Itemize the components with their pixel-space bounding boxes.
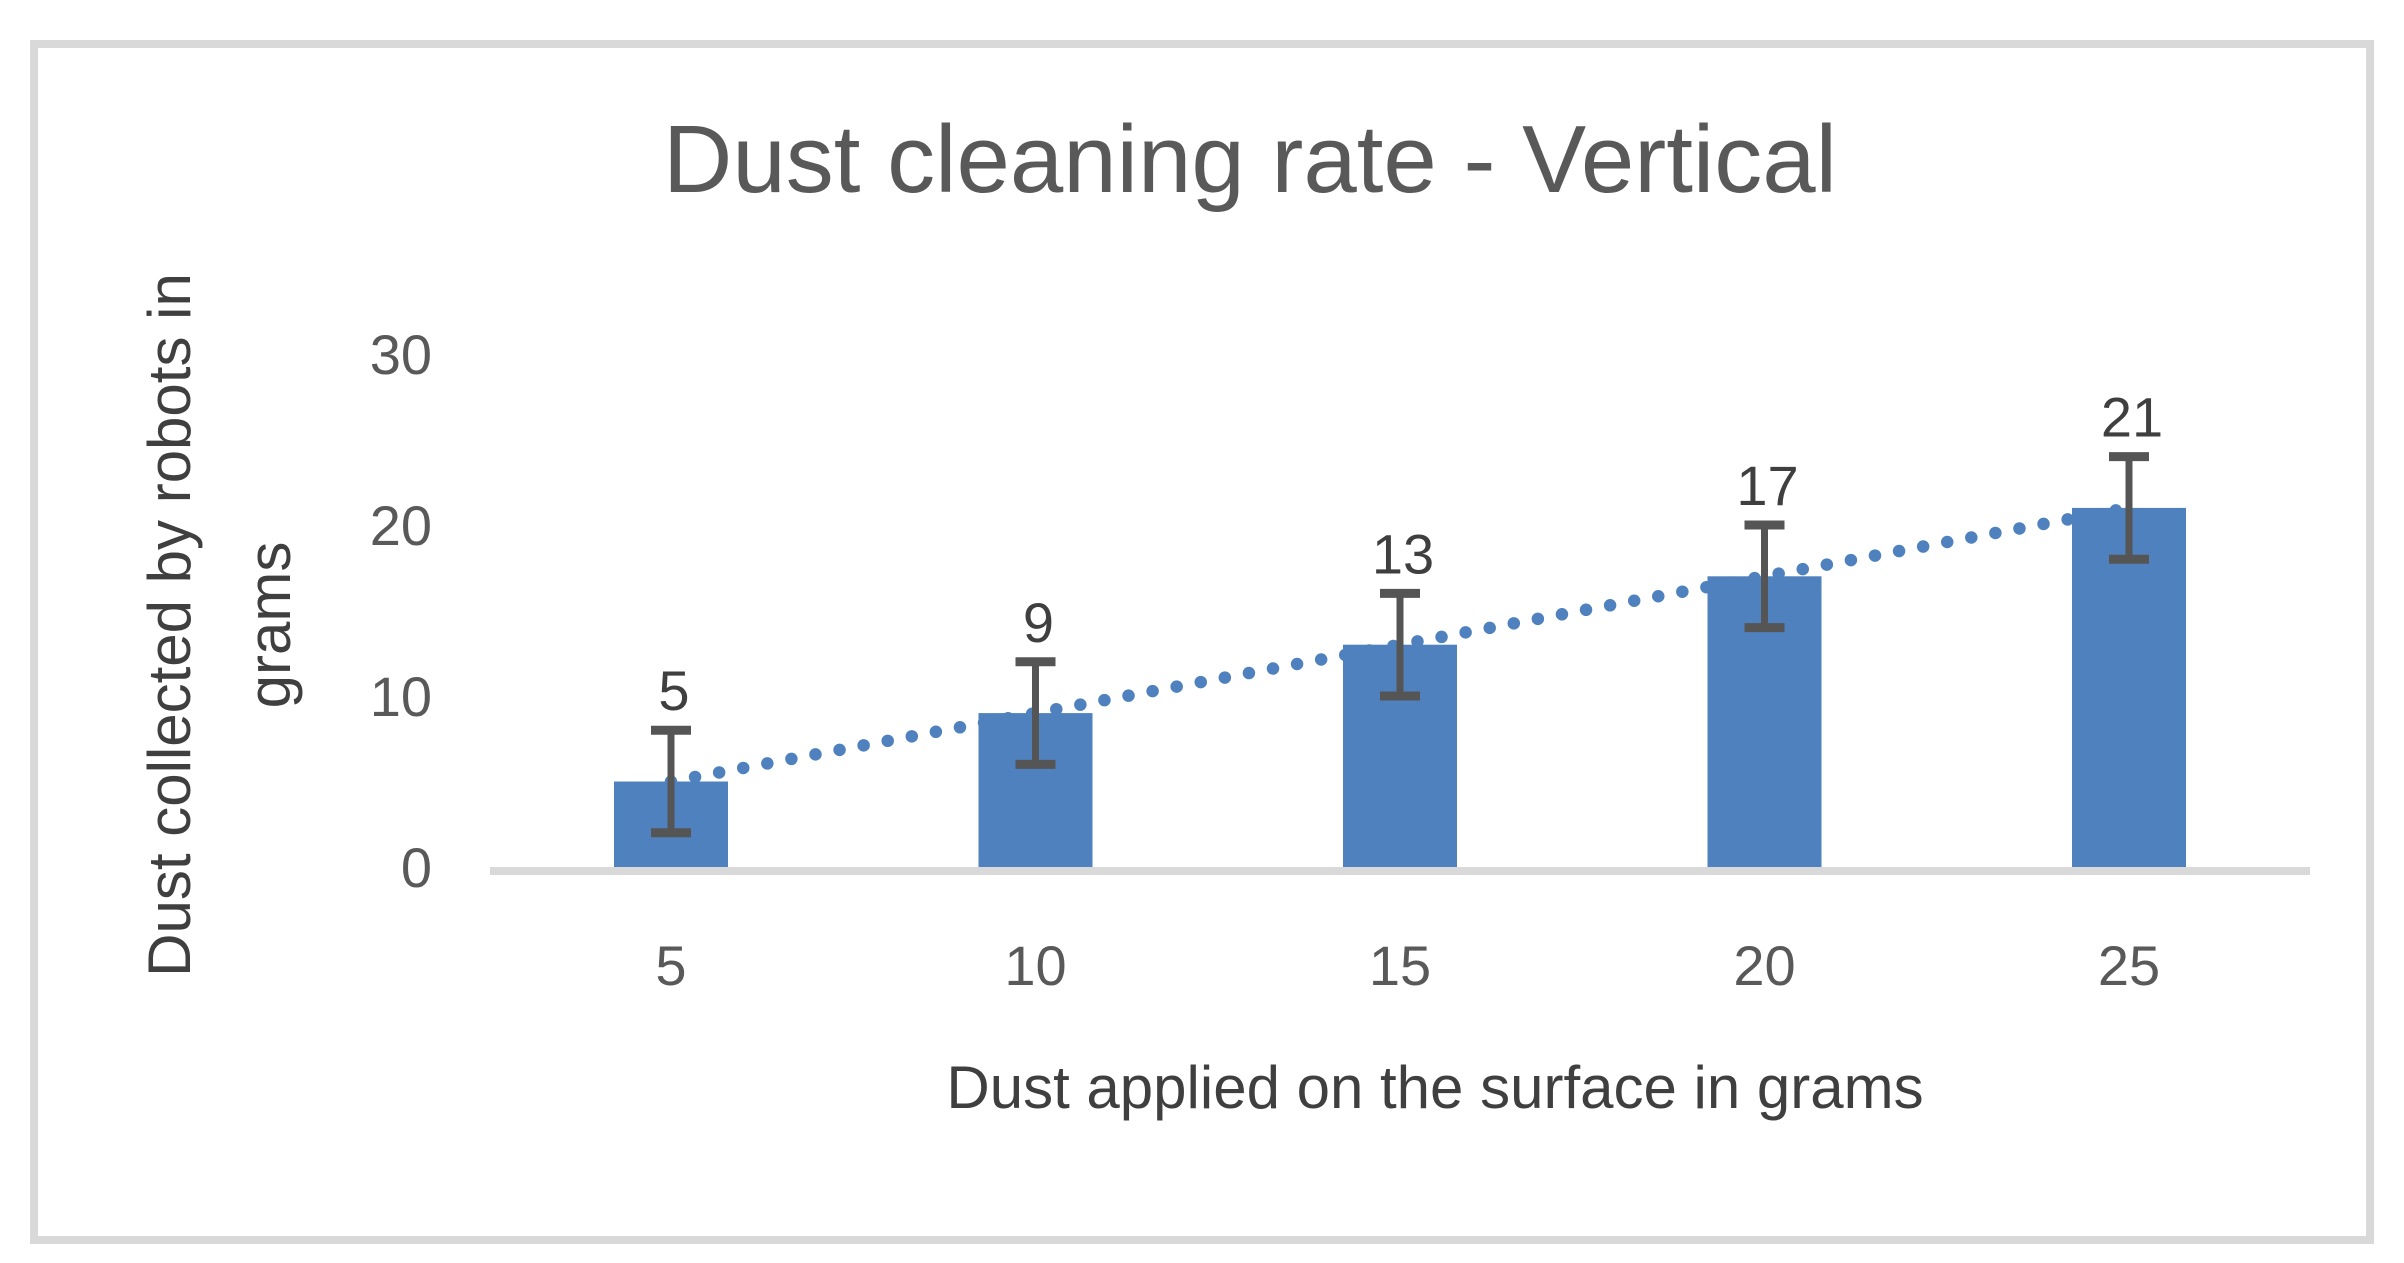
y-axis-title-line1: Dust collected by robots in <box>136 273 203 977</box>
x-tick-label: 20 <box>1733 934 1795 997</box>
y-axis-title-line2: grams <box>236 542 303 709</box>
x-axis-title: Dust applied on the surface in grams <box>946 1054 1923 1121</box>
bar-data-label: 21 <box>2101 386 2163 449</box>
chart-title: Dust cleaning rate - Vertical <box>663 106 1837 213</box>
chart-frame-border <box>30 40 2374 1244</box>
y-tick-label: 30 <box>370 323 432 386</box>
x-tick-label: 25 <box>2098 934 2160 997</box>
x-tick-label: 15 <box>1369 934 1431 997</box>
bar-data-label: 13 <box>1372 522 1434 585</box>
x-tick-label: 10 <box>1004 934 1066 997</box>
bar <box>2072 507 2186 867</box>
bar-data-label: 5 <box>658 659 689 722</box>
plot-area: 0 10 20 30 5 9 13 17 21 5 10 15 20 25 <box>370 323 2310 997</box>
bar-data-label: 9 <box>1023 591 1054 654</box>
trendline-dotted <box>664 501 2136 788</box>
bar-data-label: 17 <box>1736 454 1798 517</box>
y-tick-label: 10 <box>370 665 432 728</box>
y-tick-label: 0 <box>401 836 432 899</box>
x-tick-label: 5 <box>655 934 686 997</box>
y-tick-label: 20 <box>370 494 432 557</box>
